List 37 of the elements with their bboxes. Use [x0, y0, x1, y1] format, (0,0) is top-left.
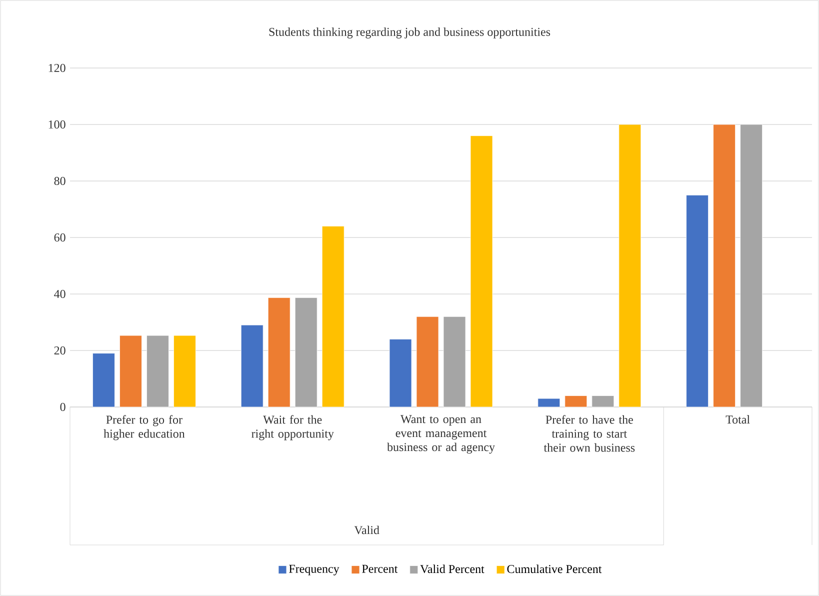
legend-label: Cumulative Percent [507, 564, 602, 574]
bar [686, 194, 709, 408]
x-tick-label: Prefer to have the training to start their own business [544, 415, 635, 452]
y-tick-label: 40 [54, 290, 66, 298]
y-tick-label: 80 [54, 176, 66, 186]
bar [592, 395, 614, 408]
bar [740, 124, 763, 408]
y-tick-label: 20 [54, 346, 66, 355]
bar [443, 316, 466, 408]
legend-label: Frequency [289, 564, 340, 576]
legend-label: Valid Percent [420, 564, 484, 574]
bar [146, 335, 169, 408]
bar [294, 297, 318, 408]
bar [538, 398, 560, 408]
legend-label: Percent [362, 564, 398, 573]
y-tick-label: 100 [48, 120, 66, 129]
x-tick-label: Wait for the right opportunity [252, 415, 334, 440]
x-tick-label: Prefer to go for higher education [104, 415, 185, 440]
bar [240, 324, 264, 408]
chart-title: Students thinking regarding job and business opportunities [269, 28, 550, 38]
bar [618, 124, 642, 408]
y-tick-label: 120 [48, 64, 66, 72]
y-tick-label: 0 [60, 402, 66, 412]
bar [174, 335, 196, 408]
bar [322, 226, 344, 408]
bar [564, 395, 588, 408]
bar [389, 338, 412, 408]
x-tick-label: Want to open an event management business or ad agency [387, 415, 495, 454]
bar [92, 353, 115, 408]
x-tick-label: Total [726, 415, 750, 424]
bar [416, 316, 439, 408]
text: Valid [354, 526, 380, 534]
bar [268, 297, 290, 408]
y-tick-label: 60 [54, 233, 66, 242]
bar [713, 124, 736, 408]
bar [120, 335, 142, 408]
bar [470, 136, 493, 408]
